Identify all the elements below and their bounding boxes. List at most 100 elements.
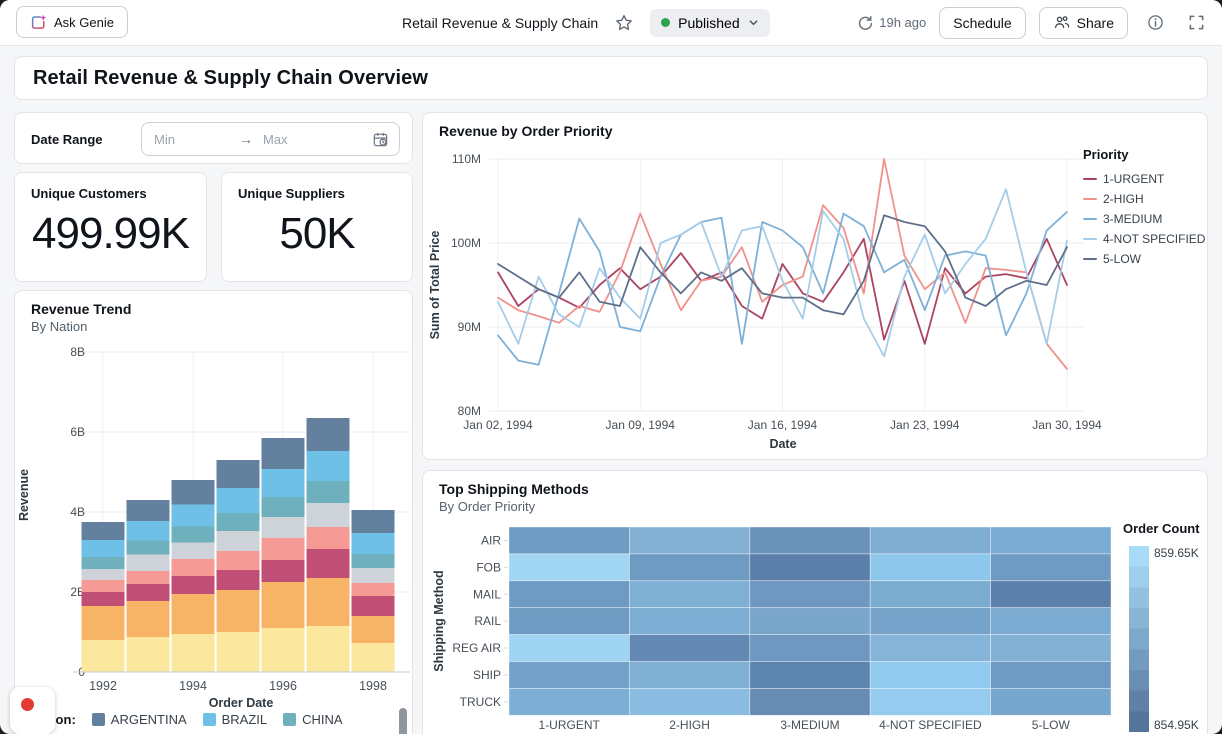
bar-segment[interactable] xyxy=(126,584,170,601)
bar-segment[interactable] xyxy=(261,517,305,538)
shipping-methods-heatmap[interactable]: AIR FOB MAIL RAIL REG AIR SHIP TRUCK 1-URGENT 2-… xyxy=(423,517,1209,734)
bar-segment[interactable] xyxy=(126,540,170,555)
bar-segment[interactable] xyxy=(261,560,305,582)
bar-segment[interactable] xyxy=(126,500,170,522)
bar-segment[interactable] xyxy=(171,480,215,505)
line-series-5-low[interactable] xyxy=(497,214,1068,316)
heatmap-cell[interactable] xyxy=(629,688,751,716)
bar-segment[interactable] xyxy=(81,640,125,672)
bar-segment[interactable] xyxy=(306,481,350,504)
bar-segment[interactable] xyxy=(126,554,170,572)
heatmap-cell[interactable] xyxy=(990,634,1112,662)
heatmap-cell[interactable] xyxy=(629,661,751,689)
bar-segment[interactable] xyxy=(261,497,305,518)
heatmap-cell[interactable] xyxy=(508,634,630,662)
heatmap-cell[interactable] xyxy=(749,580,871,609)
heatmap-cell[interactable] xyxy=(749,607,871,635)
heatmap-cell[interactable] xyxy=(869,607,991,635)
bar-segment[interactable] xyxy=(216,550,260,570)
calendar-icon[interactable] xyxy=(372,131,389,148)
bar-segment[interactable] xyxy=(351,533,395,554)
heatmap-cell[interactable] xyxy=(749,526,871,555)
legend-item-3-medium[interactable]: 3-MEDIUM xyxy=(1083,209,1205,229)
bar-segment[interactable] xyxy=(126,600,170,637)
heatmap-cell[interactable] xyxy=(508,580,630,609)
line-series-4-not-specified[interactable] xyxy=(497,188,1068,358)
heatmap-cell[interactable] xyxy=(629,526,751,555)
bar-segment[interactable] xyxy=(216,512,260,531)
bar-segment[interactable] xyxy=(81,522,125,540)
heatmap-cell[interactable] xyxy=(990,661,1112,689)
bar-segment[interactable] xyxy=(216,570,260,590)
heatmap-cell[interactable] xyxy=(869,553,991,582)
bar-segment[interactable] xyxy=(216,530,260,551)
bar-segment[interactable] xyxy=(351,568,395,584)
bar-segment[interactable] xyxy=(351,643,395,672)
bar-segment[interactable] xyxy=(171,594,215,634)
legend-item-china[interactable]: CHINA xyxy=(283,712,343,727)
bar-segment[interactable] xyxy=(306,451,350,482)
legend-item-brazil[interactable]: BRAZIL xyxy=(202,712,267,727)
bar-segment[interactable] xyxy=(216,460,260,488)
heatmap-cell[interactable] xyxy=(508,688,630,716)
info-button[interactable] xyxy=(1141,9,1169,37)
heatmap-cell[interactable] xyxy=(990,607,1112,635)
heatmap-cell[interactable] xyxy=(629,634,751,662)
bar-segment[interactable] xyxy=(216,590,260,632)
schedule-button[interactable]: Schedule xyxy=(939,6,1026,39)
legend-item-5-low[interactable]: 5-LOW xyxy=(1083,249,1205,269)
date-max-placeholder[interactable]: Max xyxy=(262,131,288,147)
heatmap-cell[interactable] xyxy=(869,526,991,555)
heatmap-cell[interactable] xyxy=(990,688,1112,716)
heatmap-cell[interactable] xyxy=(749,661,871,689)
favorite-star-button[interactable] xyxy=(610,9,638,37)
bar-segment[interactable] xyxy=(351,510,395,534)
heatmap-cell[interactable] xyxy=(749,634,871,662)
line-series-2-high[interactable] xyxy=(497,158,1068,370)
bar-segment[interactable] xyxy=(81,606,125,640)
revenue-trend-chart[interactable]: 02B4B6B8B1992199419961998Order DateReven… xyxy=(15,337,414,711)
bar-segment[interactable] xyxy=(171,504,215,527)
bar-segment[interactable] xyxy=(351,583,395,596)
heatmap-cell[interactable] xyxy=(749,688,871,716)
heatmap-cell[interactable] xyxy=(869,688,991,716)
bar-segment[interactable] xyxy=(306,527,350,550)
bar-segment[interactable] xyxy=(351,596,395,616)
bar-segment[interactable] xyxy=(261,438,305,470)
bar-segment[interactable] xyxy=(81,592,125,606)
bar-segment[interactable] xyxy=(261,582,305,628)
bar-segment[interactable] xyxy=(81,540,125,557)
bar-segment[interactable] xyxy=(216,632,260,672)
ask-genie-button[interactable]: Ask Genie xyxy=(16,6,128,38)
heatmap-cell[interactable] xyxy=(508,661,630,689)
heatmap-cell[interactable] xyxy=(508,553,630,582)
date-min-placeholder[interactable]: Min xyxy=(154,131,175,147)
bar-segment[interactable] xyxy=(81,568,125,580)
heatmap-cell[interactable] xyxy=(990,553,1112,582)
bar-segment[interactable] xyxy=(126,636,170,672)
heatmap-cell[interactable] xyxy=(869,661,991,689)
heatmap-cell[interactable] xyxy=(629,607,751,635)
bar-segment[interactable] xyxy=(306,626,350,672)
bar-segment[interactable] xyxy=(306,549,350,578)
date-range-input[interactable]: Min → Max xyxy=(141,122,400,156)
bar-segment[interactable] xyxy=(351,554,395,568)
bar-segment[interactable] xyxy=(126,521,170,541)
legend-item-1-urgent[interactable]: 1-URGENT xyxy=(1083,169,1205,189)
heatmap-cell[interactable] xyxy=(749,553,871,582)
bar-segment[interactable] xyxy=(126,571,170,584)
legend-item-argentina[interactable]: ARGENTINA xyxy=(91,712,187,727)
legend-item-4-not-specified[interactable]: 4-NOT SPECIFIED xyxy=(1083,229,1205,249)
bar-segment[interactable] xyxy=(81,580,125,592)
bar-segment[interactable] xyxy=(216,488,260,513)
heatmap-cell[interactable] xyxy=(508,607,630,635)
heatmap-cell[interactable] xyxy=(508,526,630,555)
bar-segment[interactable] xyxy=(171,576,215,594)
fullscreen-button[interactable] xyxy=(1182,9,1210,37)
share-button[interactable]: Share xyxy=(1038,6,1128,39)
heatmap-cell[interactable] xyxy=(990,580,1112,609)
bar-segment[interactable] xyxy=(171,634,215,672)
refresh-status[interactable]: 19h ago xyxy=(857,15,926,31)
bar-segment[interactable] xyxy=(261,538,305,560)
